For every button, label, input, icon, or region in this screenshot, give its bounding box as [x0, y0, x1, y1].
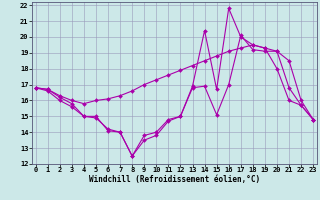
- X-axis label: Windchill (Refroidissement éolien,°C): Windchill (Refroidissement éolien,°C): [89, 175, 260, 184]
